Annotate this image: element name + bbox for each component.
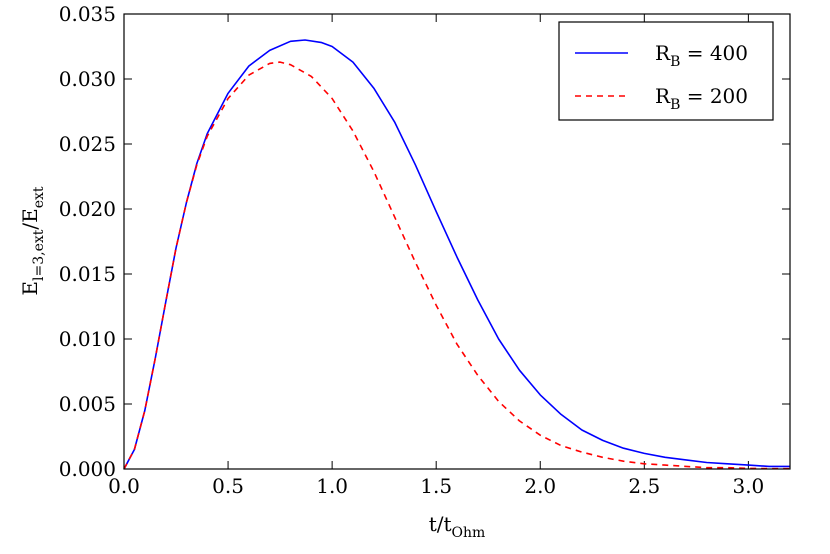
legend-rb-400-sub: B <box>670 54 680 70</box>
y-tick-label: 0.000 <box>59 457 116 481</box>
x-axis-label-sub: Ohm <box>452 525 486 541</box>
x-axis-ticks: 0.0 0.5 1.0 1.5 2.0 2.5 3.0 <box>108 14 764 498</box>
x-tick-label: 2.0 <box>524 474 556 498</box>
y-axis-label-tail: /E <box>18 208 42 229</box>
y-axis-label: El=3,ext/Eext <box>18 186 47 296</box>
legend-rb-200-name: R <box>655 84 671 108</box>
legend-label-rb-400: RB = 400 <box>655 41 748 70</box>
x-tick-label: 1.5 <box>420 474 452 498</box>
plot-frame <box>123 13 791 470</box>
y-tick-label: 0.015 <box>59 262 116 286</box>
legend: RB = 400 RB = 200 <box>558 21 774 121</box>
x-tick-label: 3.0 <box>732 474 764 498</box>
series-line-200 <box>123 61 791 470</box>
x-tick-label: 0.5 <box>212 474 244 498</box>
x-axis-label: t/tOhm <box>429 512 486 541</box>
legend-box <box>558 21 774 121</box>
x-axis-label-main: t/t <box>429 512 452 536</box>
legend-rb-400-name: R <box>655 41 671 65</box>
y-axis-label-main: E <box>18 281 42 296</box>
series-line-400 <box>123 39 790 470</box>
legend-label-rb-200: RB = 200 <box>655 84 748 113</box>
legend-rb-200-value: = 200 <box>680 84 748 108</box>
legend-rb-200-sub: B <box>670 97 680 113</box>
y-tick-label: 0.035 <box>59 2 116 26</box>
y-axis-ticks: 0.000 0.005 0.010 0.015 0.020 0.025 0.030 0.035 <box>59 2 790 481</box>
y-tick-label: 0.020 <box>59 197 116 221</box>
legend-rb-400-value: = 400 <box>680 41 748 65</box>
y-axis-label-sub: l=3,ext <box>31 229 47 281</box>
x-tick-label: 2.5 <box>628 474 660 498</box>
series-layer <box>123 39 791 470</box>
y-tick-label: 0.030 <box>59 67 116 91</box>
y-tick-label: 0.025 <box>59 132 116 156</box>
x-tick-label: 1.0 <box>316 474 348 498</box>
x-tick-label: 0.0 <box>108 474 140 498</box>
y-tick-label: 0.010 <box>59 327 116 351</box>
y-axis-label-tail-sub: ext <box>31 186 47 208</box>
y-tick-label: 0.005 <box>59 392 116 416</box>
